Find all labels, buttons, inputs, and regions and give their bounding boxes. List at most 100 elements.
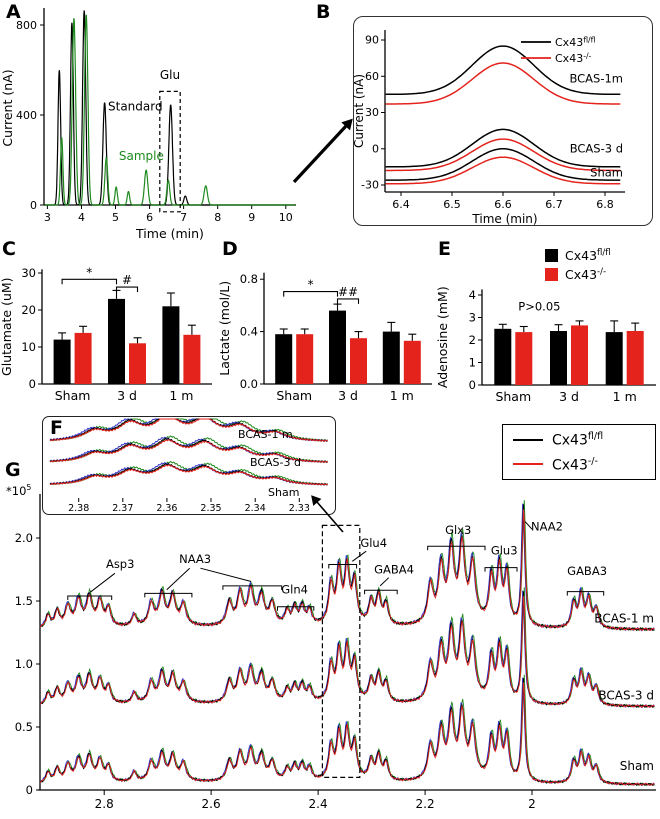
sig-label: # <box>122 273 132 287</box>
g-x-tick-label: 2.4 <box>309 797 328 811</box>
a-x-tick-label: 3 <box>44 211 51 224</box>
g-peak-line <box>352 550 367 562</box>
main-legend-row-flfl: Cx43fl/fl <box>513 431 655 449</box>
g-y-tick-label: 2.0 <box>15 531 33 545</box>
b-y-tick-label: 0 <box>372 142 379 155</box>
e-legend-flfl-base: Cx43 <box>565 248 598 264</box>
g-trace-label: BCAS-3 d <box>598 688 654 702</box>
e-legend-flfl-sup: fl/fl <box>597 247 611 258</box>
g-peak-line <box>524 521 533 530</box>
a-glu-region-box <box>159 90 181 213</box>
bar-Cx43fl/fl-1 m <box>605 332 623 385</box>
g-trace-Sham <box>39 682 655 787</box>
panel-g-label: G <box>5 459 21 481</box>
b-legend-label: Cx43-/- <box>555 51 592 65</box>
y-axis-title: Glutamate (uM) <box>0 277 14 376</box>
g-x-tick-label: 2.2 <box>416 797 435 811</box>
y-tick-label: 0 <box>29 377 36 391</box>
g-peak-bracket <box>222 585 283 590</box>
a-x-tick-label: 8 <box>214 211 221 224</box>
g-peak-line <box>200 567 252 582</box>
main-legend-row-ko: Cx43-/- <box>513 455 655 473</box>
g-peak-bracket <box>427 545 486 551</box>
g-peak-label-GABA4: GABA4 <box>374 562 414 576</box>
bar-Cx43fl/fl-3 d <box>108 298 125 384</box>
g-peak-label-Asp3: Asp3 <box>106 557 134 571</box>
sig-bracket <box>336 298 360 304</box>
arrow-line <box>316 501 344 533</box>
legend-black-line <box>513 438 543 441</box>
y-tick-label: 4 <box>469 288 476 302</box>
b-y-tick-label: -30 <box>361 179 379 192</box>
b-pair-label: BCAS-3 d <box>570 141 623 155</box>
a-y-tick-label: 0 <box>30 199 37 212</box>
b-trace-black <box>385 128 621 168</box>
g-peak-label-Glu4: Glu4 <box>360 536 387 550</box>
b-y-tick-label: 60 <box>365 70 379 83</box>
b-x-tick-label: 6.7 <box>545 198 563 211</box>
y-axis-title: Lactate (mol/L) <box>217 281 232 376</box>
g-trace-BCAS-3 d <box>39 591 655 708</box>
main-legend-flfl-sup: fl/fl <box>587 430 604 442</box>
sig-bracket <box>115 286 139 293</box>
b-y-tick-label: 90 <box>365 34 379 47</box>
a-x-tick-label: 7 <box>180 211 187 224</box>
main-legend: Cx43fl/fl Cx43-/- <box>502 424 656 480</box>
b-x-tick-label: 6.6 <box>494 198 512 211</box>
g-peak-bracket <box>277 606 315 611</box>
y-axis-title: Adenosine (mM) <box>435 286 450 388</box>
panel-d-chart: 0.0 0.4 0.8 Lactate (mol/L) Sham 3 d 1 m * ## <box>217 272 432 403</box>
g-peak-label-NAA3: NAA3 <box>179 552 211 566</box>
g-y-tick-label: 0 <box>26 783 33 797</box>
bar-Cx43fl/fl-1 m <box>162 306 180 384</box>
g-peak-label-Glx3: Glx3 <box>445 523 471 537</box>
e-legend-ko-sup: -/- <box>597 266 607 277</box>
category-label: 3 d <box>338 388 358 403</box>
y-tick-label: 30 <box>21 266 36 280</box>
g-y-tick-label: 1.5 <box>15 594 33 608</box>
note-label: P>0.05 <box>518 299 560 313</box>
y-tick-label: 0.0 <box>240 377 258 391</box>
sig-bracket <box>61 278 118 285</box>
a-x-tick-label: 10 <box>279 211 293 224</box>
y-tick-label: 1 <box>469 356 476 370</box>
a-x-axis-title: Time (min) <box>135 226 204 241</box>
a-y-tick-label: 400 <box>16 109 37 122</box>
y-tick-label: 0.8 <box>240 272 258 286</box>
f-trace-BCAS-3 d <box>49 439 328 464</box>
e-legend-row-flfl: Cx43fl/fl <box>545 246 611 265</box>
g-trace-BCAS-3 d <box>39 595 655 708</box>
g-peak-bracket <box>328 564 358 569</box>
g-trace-label: BCAS-1 m <box>594 611 654 625</box>
main-legend-ko-sup: -/- <box>587 455 598 467</box>
bar-Cx43-/--1 m <box>183 334 201 384</box>
sig-label: * <box>308 278 314 292</box>
bar-Cx43fl/fl-1 m <box>382 331 400 384</box>
bar-Cx43fl/fl-3 d <box>550 331 567 385</box>
bar-Cx43fl/fl-Sham <box>275 334 293 384</box>
f-x-tick-label: 2.36 <box>156 503 177 514</box>
y-tick-label: 0 <box>469 378 476 392</box>
g-y-scale-base: *10 <box>6 483 27 498</box>
b-x-axis-title: Time (min) <box>471 212 537 226</box>
panel-f-label: F <box>50 417 63 439</box>
e-legend-ko-label: Cx43-/- <box>565 267 606 282</box>
sig-bracket <box>283 291 339 297</box>
a-trace-sample <box>44 14 296 206</box>
f-x-tick-label: 2.35 <box>200 503 221 514</box>
bar-Cx43-/--1 m <box>626 331 644 385</box>
b-pair-label: Sham <box>590 166 623 180</box>
category-label: Sham <box>276 388 312 403</box>
arrow-head <box>311 495 322 506</box>
category-label: 1 m <box>390 388 414 403</box>
e-legend-row-ko: Cx43-/- <box>545 265 611 284</box>
bar-Cx43fl/fl-Sham <box>53 339 71 384</box>
g-trace-BCAS-3 d <box>39 590 655 709</box>
g-peak-bracket <box>364 589 398 595</box>
panel-c-label: C <box>2 238 16 260</box>
f-x-tick-label: 2.34 <box>245 503 266 514</box>
y-tick-label: 10 <box>21 340 36 354</box>
g-peak-line <box>166 567 191 591</box>
g-peak-bracket <box>566 591 605 596</box>
bar-Cx43-/--Sham <box>515 332 533 385</box>
